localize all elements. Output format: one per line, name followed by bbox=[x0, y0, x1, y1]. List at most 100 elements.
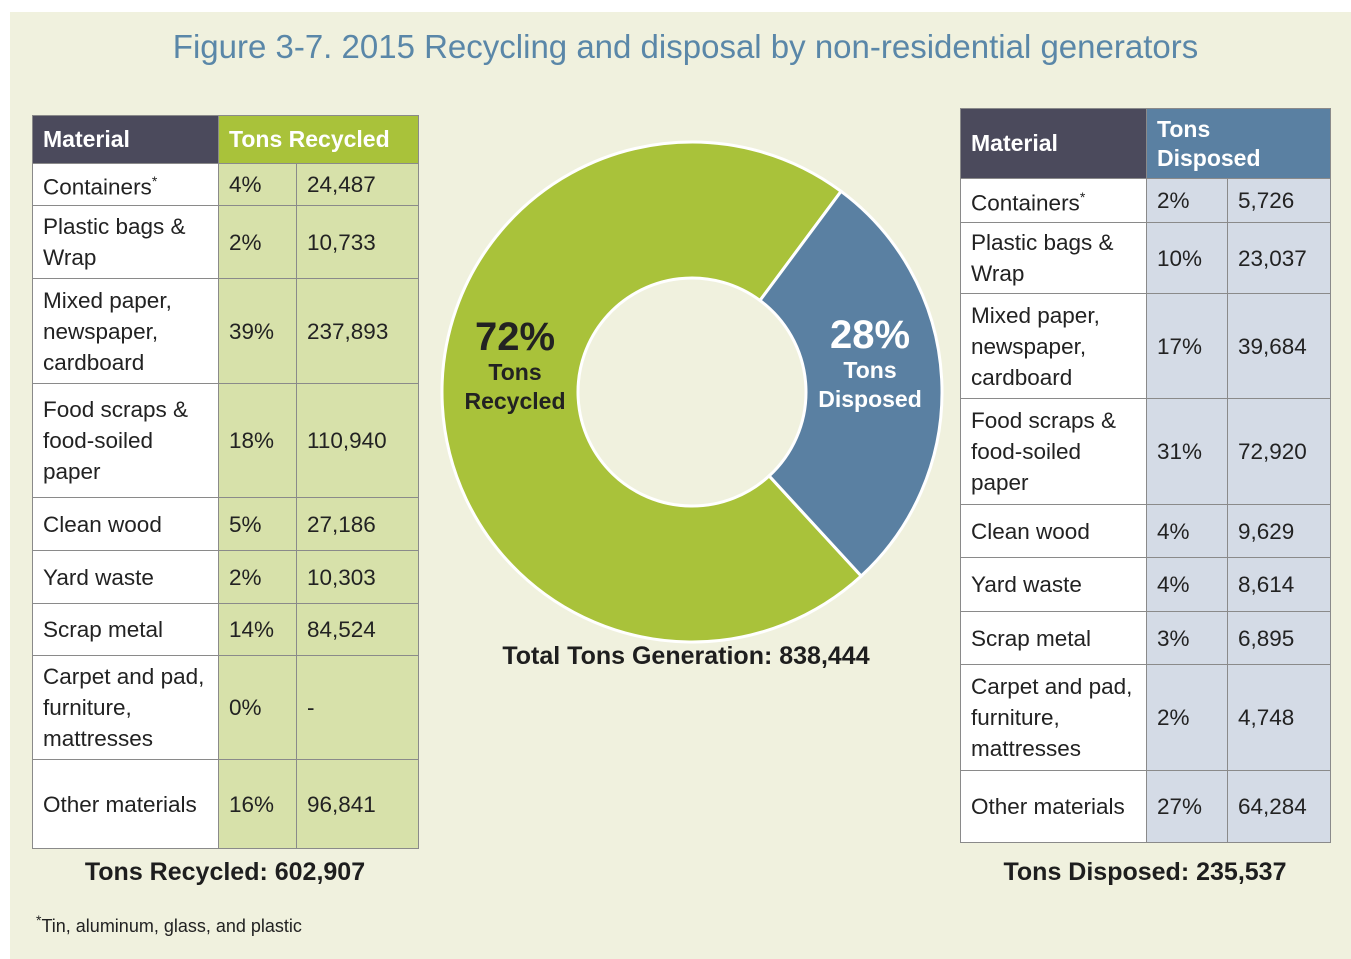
segment-label: 28% Tons Disposed bbox=[800, 314, 940, 414]
percent-cell: 27% bbox=[1146, 770, 1228, 843]
tons-cell: 4,748 bbox=[1227, 664, 1331, 771]
row: Plastic bags & Wrap 10% 23,037 bbox=[960, 222, 1331, 294]
tons-cell: - bbox=[295, 655, 420, 760]
percent-cell: 0% bbox=[218, 655, 297, 760]
footnote-text: Tin, aluminum, glass, and plastic bbox=[41, 916, 302, 936]
percent-cell: 2% bbox=[1146, 664, 1228, 771]
tons-cell: 110,940 bbox=[295, 383, 420, 498]
header-cell: Material bbox=[32, 115, 219, 164]
donut-segment bbox=[440, 140, 864, 644]
material: Clean wood bbox=[971, 518, 1090, 544]
tons-cell: 39,684 bbox=[1227, 293, 1331, 399]
material-cell: Food scraps & food-soiled paper bbox=[32, 383, 219, 498]
segment-category: Tons Disposed bbox=[818, 357, 922, 412]
material-cell: Plastic bags & Wrap bbox=[32, 205, 219, 279]
row: Food scraps & food-soiled paper 31% 72,920 bbox=[960, 398, 1331, 505]
material-cell: Carpet and pad, furniture, mattresses bbox=[32, 655, 219, 760]
material: Plastic bags & Wrap bbox=[971, 230, 1114, 286]
marker: * bbox=[1079, 189, 1086, 206]
material: Scrap metal bbox=[43, 617, 164, 642]
right-total: Tons Disposed: 235,537 bbox=[1003, 858, 1287, 886]
material-cell: Carpet and pad, furniture, mattresses bbox=[960, 664, 1147, 771]
tons-cell: 5,726 bbox=[1227, 178, 1331, 223]
material: Carpet and pad, furniture, mattresses bbox=[43, 664, 205, 751]
material: Other materials bbox=[43, 791, 197, 817]
tons-cell: 8,614 bbox=[1227, 557, 1331, 612]
segment-value-label: 28% bbox=[829, 313, 911, 357]
material-cell: Other materials bbox=[32, 759, 219, 849]
tons-cell: 27,186 bbox=[295, 497, 420, 551]
footnote-marker: * bbox=[36, 912, 42, 928]
row: Clean wood 5% 27,186 bbox=[32, 497, 420, 551]
percent-cell: 16% bbox=[218, 759, 297, 849]
material-cell: Mixed paper, newspaper, cardboard bbox=[960, 293, 1147, 399]
segment-value-label: 72% bbox=[474, 315, 556, 359]
row: Carpet and pad, furniture, mattresses 0% - bbox=[32, 655, 420, 760]
row: Other materials 27% 64,284 bbox=[960, 770, 1331, 843]
percent-cell: 4% bbox=[218, 163, 297, 206]
segment-label: 72% Tons Recycled bbox=[445, 316, 585, 416]
material: Scrap metal bbox=[971, 625, 1092, 651]
tons-cell: 64,284 bbox=[1227, 770, 1331, 843]
row: Other materials 16% 96,841 bbox=[32, 759, 420, 849]
percent-cell: 2% bbox=[218, 205, 297, 279]
left-total: Tons Recycled: 602,907 bbox=[84, 858, 366, 886]
material: Yard waste bbox=[971, 572, 1082, 597]
row: Containers* 4% 24,487 bbox=[32, 163, 420, 206]
material: Other materials bbox=[971, 794, 1125, 819]
percent-cell: 4% bbox=[1146, 504, 1228, 558]
tons-cell: 237,893 bbox=[295, 278, 420, 384]
percent-cell: 2% bbox=[218, 550, 297, 604]
percent-cell: 18% bbox=[218, 383, 297, 498]
row: Yard waste 4% 8,614 bbox=[960, 557, 1331, 612]
material: Plastic bags & Wrap bbox=[43, 214, 186, 270]
tons-cell: 10,303 bbox=[295, 550, 420, 604]
row: Mixed paper, newspaper, cardboard 39% 237,… bbox=[32, 278, 420, 384]
percent-cell: 10% bbox=[1146, 222, 1228, 294]
tons-cell: 23,037 bbox=[1227, 222, 1331, 294]
material-cell: Mixed paper, newspaper, cardboard bbox=[32, 278, 219, 384]
material-cell: Scrap metal bbox=[32, 603, 219, 656]
percent-cell: 2% bbox=[1146, 178, 1228, 223]
header-row: Material Tons Disposed bbox=[960, 108, 1331, 179]
material: Food scraps & food-soiled paper bbox=[43, 397, 189, 484]
donut-segment bbox=[757, 189, 944, 579]
material-cell: Yard waste bbox=[32, 550, 219, 604]
material: Mixed paper, newspaper, cardboard bbox=[43, 287, 172, 375]
percent-cell: 14% bbox=[218, 603, 297, 656]
row: Scrap metal 14% 84,524 bbox=[32, 603, 420, 656]
percent-cell: 3% bbox=[1146, 611, 1228, 665]
material: Containers bbox=[43, 174, 152, 200]
title: Figure 3-7. 2015 Recycling and disposal … bbox=[172, 28, 1199, 65]
tons-cell: 72,920 bbox=[1227, 398, 1331, 505]
header-row: Material Tons Recycled bbox=[32, 115, 420, 164]
row: Plastic bags & Wrap 2% 10,733 bbox=[32, 205, 420, 279]
footnote: *Tin, aluminum, glass, and plastic bbox=[36, 912, 302, 937]
material: Containers bbox=[971, 190, 1080, 216]
table: Material Tons Recycled Containers* 4% 24,487… bbox=[32, 115, 420, 849]
percent-cell: 4% bbox=[1146, 557, 1228, 612]
material-cell: Containers* bbox=[32, 163, 219, 206]
material: Food scraps & food-soiled paper bbox=[971, 408, 1117, 495]
material-cell: Containers* bbox=[960, 178, 1147, 223]
percent-cell: 5% bbox=[218, 497, 297, 551]
row: Clean wood 4% 9,629 bbox=[960, 504, 1331, 558]
percent-cell: 17% bbox=[1146, 293, 1228, 399]
row: Scrap metal 3% 6,895 bbox=[960, 611, 1331, 665]
row: Containers* 2% 5,726 bbox=[960, 178, 1331, 223]
row: Carpet and pad, furniture, mattresses 2% 4… bbox=[960, 664, 1331, 771]
header-cell: Tons Recycled bbox=[217, 115, 420, 164]
material-cell: Food scraps & food-soiled paper bbox=[960, 398, 1147, 505]
material-cell: Plastic bags & Wrap bbox=[960, 222, 1147, 294]
total-generation: Total Tons Generation: 838,444 bbox=[502, 642, 870, 670]
tons-cell: 6,895 bbox=[1227, 611, 1331, 665]
row: Yard waste 2% 10,303 bbox=[32, 550, 420, 604]
marker: * bbox=[151, 173, 158, 190]
material: Carpet and pad, furniture, mattresses bbox=[971, 674, 1133, 761]
material-cell: Yard waste bbox=[960, 557, 1147, 612]
tons-cell: 10,733 bbox=[295, 205, 420, 279]
material-cell: Clean wood bbox=[960, 504, 1147, 558]
tons-cell: 96,841 bbox=[295, 759, 420, 849]
